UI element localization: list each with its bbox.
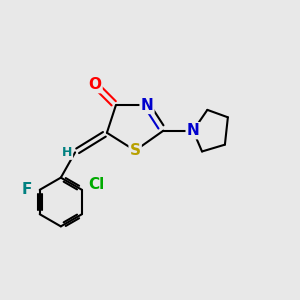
- Text: N: N: [141, 98, 153, 113]
- Text: S: S: [130, 143, 141, 158]
- Text: Cl: Cl: [89, 177, 105, 192]
- Text: F: F: [22, 182, 32, 197]
- Text: N: N: [187, 123, 200, 138]
- Text: H: H: [62, 146, 72, 159]
- Text: O: O: [88, 77, 101, 92]
